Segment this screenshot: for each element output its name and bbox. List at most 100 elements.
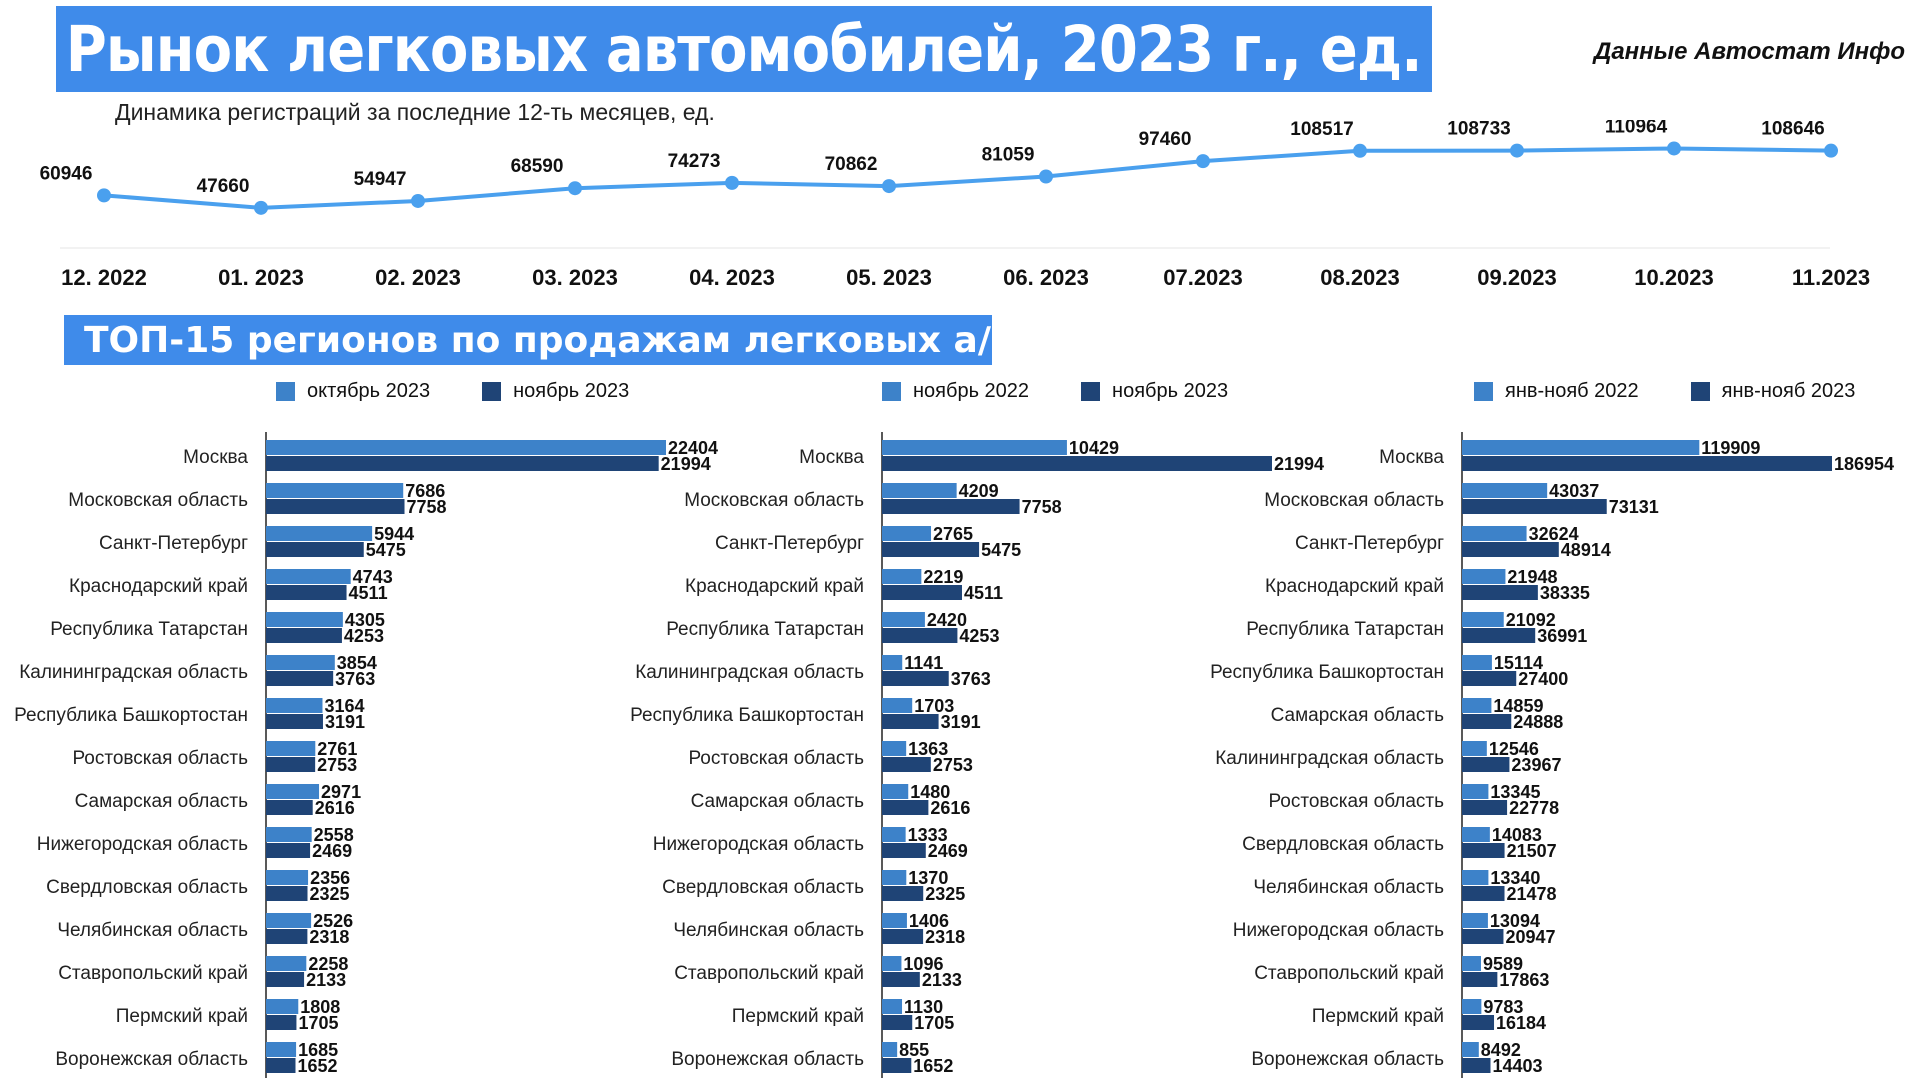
line-value-label: 108733	[1447, 120, 1510, 140]
bar	[1462, 1042, 1479, 1057]
bar-category-label: Республика Башкортостан	[1210, 662, 1444, 683]
bar-value-label: 4305	[345, 610, 385, 630]
bar	[266, 827, 312, 842]
bar-category-label: Челябинская область	[673, 920, 864, 941]
bar	[1462, 671, 1517, 686]
legend-label: янв-нояб 2023	[1721, 380, 1856, 402]
bar-value-label: 20947	[1505, 927, 1555, 947]
legend-swatch	[882, 382, 901, 401]
legend-label: ноябрь 2023	[1112, 380, 1229, 402]
bar	[1462, 483, 1548, 498]
bar-value-label: 2318	[309, 927, 349, 947]
bar-value-label: 5944	[374, 524, 414, 544]
bar-category-label: Нижегородская область	[37, 834, 248, 855]
bar-value-label: 3191	[941, 712, 981, 732]
bar-value-label: 2219	[923, 567, 963, 587]
bar-category-label: Республика Татарстан	[50, 619, 248, 640]
bar	[882, 569, 922, 584]
bar	[266, 671, 334, 686]
bar	[882, 456, 1272, 471]
bar-value-label: 13345	[1490, 782, 1540, 802]
bar	[1462, 714, 1512, 729]
bar-value-label: 1363	[908, 739, 948, 759]
bar-value-label: 1703	[914, 696, 954, 716]
bar-value-label: 3854	[337, 653, 377, 673]
bar-value-label: 36991	[1537, 626, 1587, 646]
line-point	[254, 200, 268, 215]
bar-category-label: Пермский край	[732, 1006, 864, 1027]
bar-value-label: 1406	[909, 911, 949, 931]
bar	[266, 800, 313, 815]
line-x-tick: 10.2023	[1634, 265, 1714, 290]
line-point	[1510, 143, 1524, 158]
legend-chart-2: ноябрь 2022 ноябрь 2023	[882, 380, 1228, 403]
bar	[1462, 886, 1505, 901]
line-value-label: 81059	[982, 145, 1035, 166]
bar	[266, 913, 312, 928]
bar-value-label: 13094	[1490, 911, 1540, 931]
bar	[882, 827, 906, 842]
line-value-label: 108517	[1290, 120, 1353, 140]
bar-value-label: 3763	[335, 669, 375, 689]
bar	[1462, 972, 1498, 987]
bar	[1462, 800, 1508, 815]
line-x-tick: 08.2023	[1320, 265, 1400, 290]
bar-category-label: Пермский край	[116, 1006, 248, 1027]
line-point	[411, 193, 425, 208]
line-value-label: 60946	[40, 163, 93, 184]
bar-value-label: 1652	[913, 1056, 953, 1076]
bar-value-label: 2258	[308, 954, 348, 974]
bar	[882, 913, 907, 928]
bar	[882, 585, 962, 600]
bar	[1462, 612, 1504, 627]
bar	[266, 956, 307, 971]
main-title: Рынок легковых автомобилей, 2023 г., ед.	[66, 12, 1423, 86]
bar-value-label: 4253	[959, 626, 999, 646]
main-title-banner: Рынок легковых автомобилей, 2023 г., ед.	[56, 6, 1432, 92]
bar-value-label: 4511	[964, 583, 1003, 603]
line-x-tick: 04. 2023	[689, 265, 775, 290]
regions-bar-chart-nov-2022-2023: Москва 10429 21994 Московская область 4209 77…	[630, 432, 1324, 1078]
legend-label: октябрь 2023	[307, 380, 431, 402]
legend-item: ноябрь 2022	[882, 380, 1029, 403]
bar-value-label: 4743	[353, 567, 393, 587]
line-point	[1824, 143, 1838, 158]
legend-label: янв-нояб 2022	[1505, 380, 1639, 402]
bar	[1462, 913, 1488, 928]
line-point	[97, 188, 111, 203]
legend-item: октябрь 2023	[276, 380, 430, 403]
legend-item: ноябрь 2023	[1081, 380, 1228, 403]
bar-value-label: 21994	[1274, 454, 1324, 474]
bar-category-label: Московская область	[684, 490, 864, 511]
bar-category-label: Санкт-Петербург	[99, 533, 248, 554]
line-x-tick: 12. 2022	[61, 265, 147, 290]
bar	[1462, 526, 1527, 541]
bar	[1462, 870, 1489, 885]
bar-value-label: 15114	[1494, 653, 1543, 673]
bar-value-label: 17863	[1499, 970, 1549, 990]
bar	[1462, 655, 1492, 670]
bar-category-label: Ростовская область	[688, 748, 864, 769]
line-value-label: 70862	[825, 154, 878, 175]
legend-swatch	[1081, 382, 1101, 401]
bar-category-label: Нижегородская область	[1233, 920, 1444, 941]
bar-category-label: Ростовская область	[1268, 791, 1444, 812]
bar	[1462, 499, 1607, 514]
bar	[1462, 698, 1492, 713]
regions-title: ТОП-15 регионов по продажам легковых а/м…	[84, 319, 1114, 361]
bar	[266, 585, 347, 600]
bar-category-label: Краснодарский край	[1265, 576, 1444, 597]
bar-value-label: 5475	[981, 540, 1021, 560]
bar-category-label: Республика Башкортостан	[14, 705, 248, 726]
bar-value-label: 1652	[297, 1056, 337, 1076]
bar	[1462, 628, 1536, 643]
bar-value-label: 7758	[1022, 497, 1062, 517]
bar-value-label: 1808	[300, 997, 340, 1017]
bar	[1462, 1015, 1495, 1030]
bar-category-label: Республика Татарстан	[1246, 619, 1444, 640]
bar-category-label: Москва	[183, 447, 248, 468]
legend-swatch	[1474, 382, 1493, 401]
bar-category-label: Московская область	[1264, 490, 1444, 511]
bar	[266, 886, 308, 901]
